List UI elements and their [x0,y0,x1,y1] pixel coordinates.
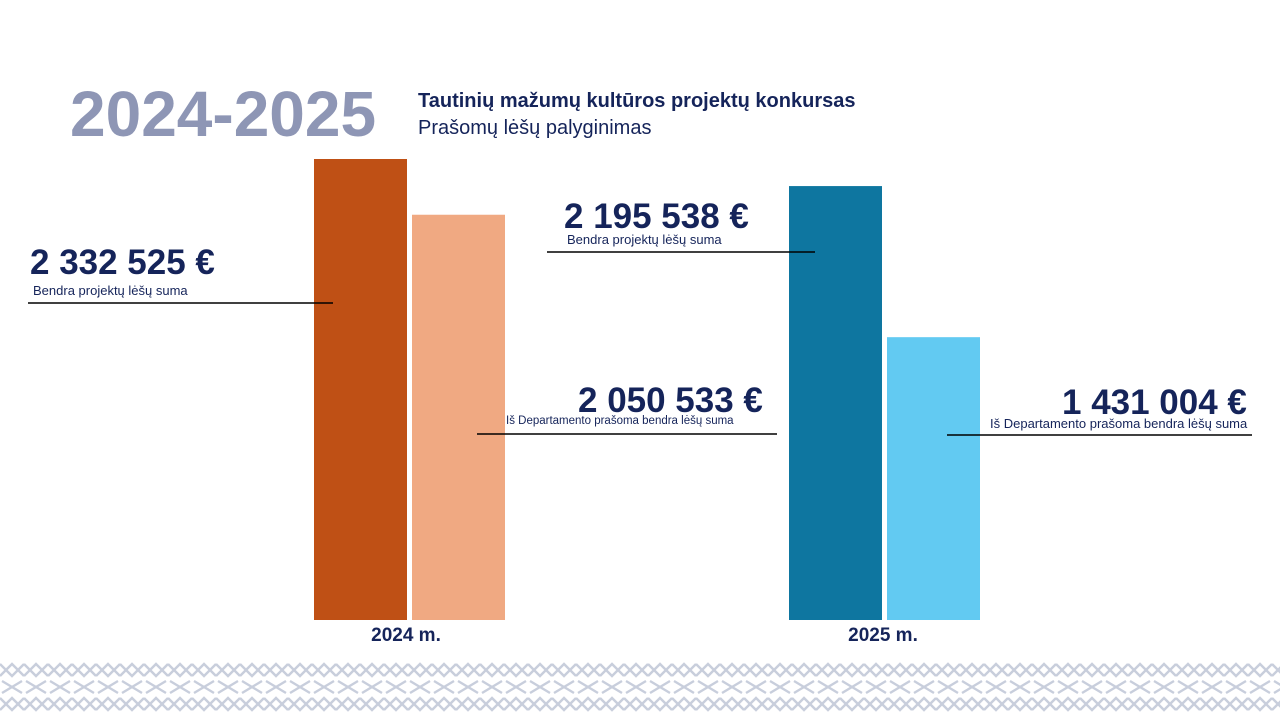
data-label-2025-total: 2 195 538 € [564,197,749,236]
decorative-pattern-border [0,662,1280,712]
category-label-2024: 2024 m. [371,625,441,646]
data-label-2024-requested: 2 050 533 € [578,381,763,420]
years-heading: 2024-2025 [70,78,377,150]
bar-2025-requested [887,337,980,620]
bar-chart: 2 332 525 € Bendra projektų lėšų suma 2 … [28,159,1252,646]
category-label-2025: 2025 m. [848,625,918,646]
bar-2025-total [789,186,882,620]
data-caption-2024-total: Bendra projektų lėšų suma [33,283,188,298]
chart-subtitle: Prašomų lėšų palyginimas [418,117,652,139]
data-label-2025-requested: 1 431 004 € [1062,383,1247,422]
bar-2024-requested [412,214,505,621]
data-caption-2024-requested: Iš Departamento prašoma bendra lėšų suma [506,415,734,427]
chart-title: Tautinių mažumų kultūros projektų konkur… [418,90,856,112]
data-caption-2025-requested: Iš Departamento prašoma bendra lėšų suma [990,416,1248,431]
data-label-2024-total: 2 332 525 € [30,243,215,282]
bar-2024-total [314,159,407,620]
data-caption-2025-total: Bendra projektų lėšų suma [567,232,722,247]
